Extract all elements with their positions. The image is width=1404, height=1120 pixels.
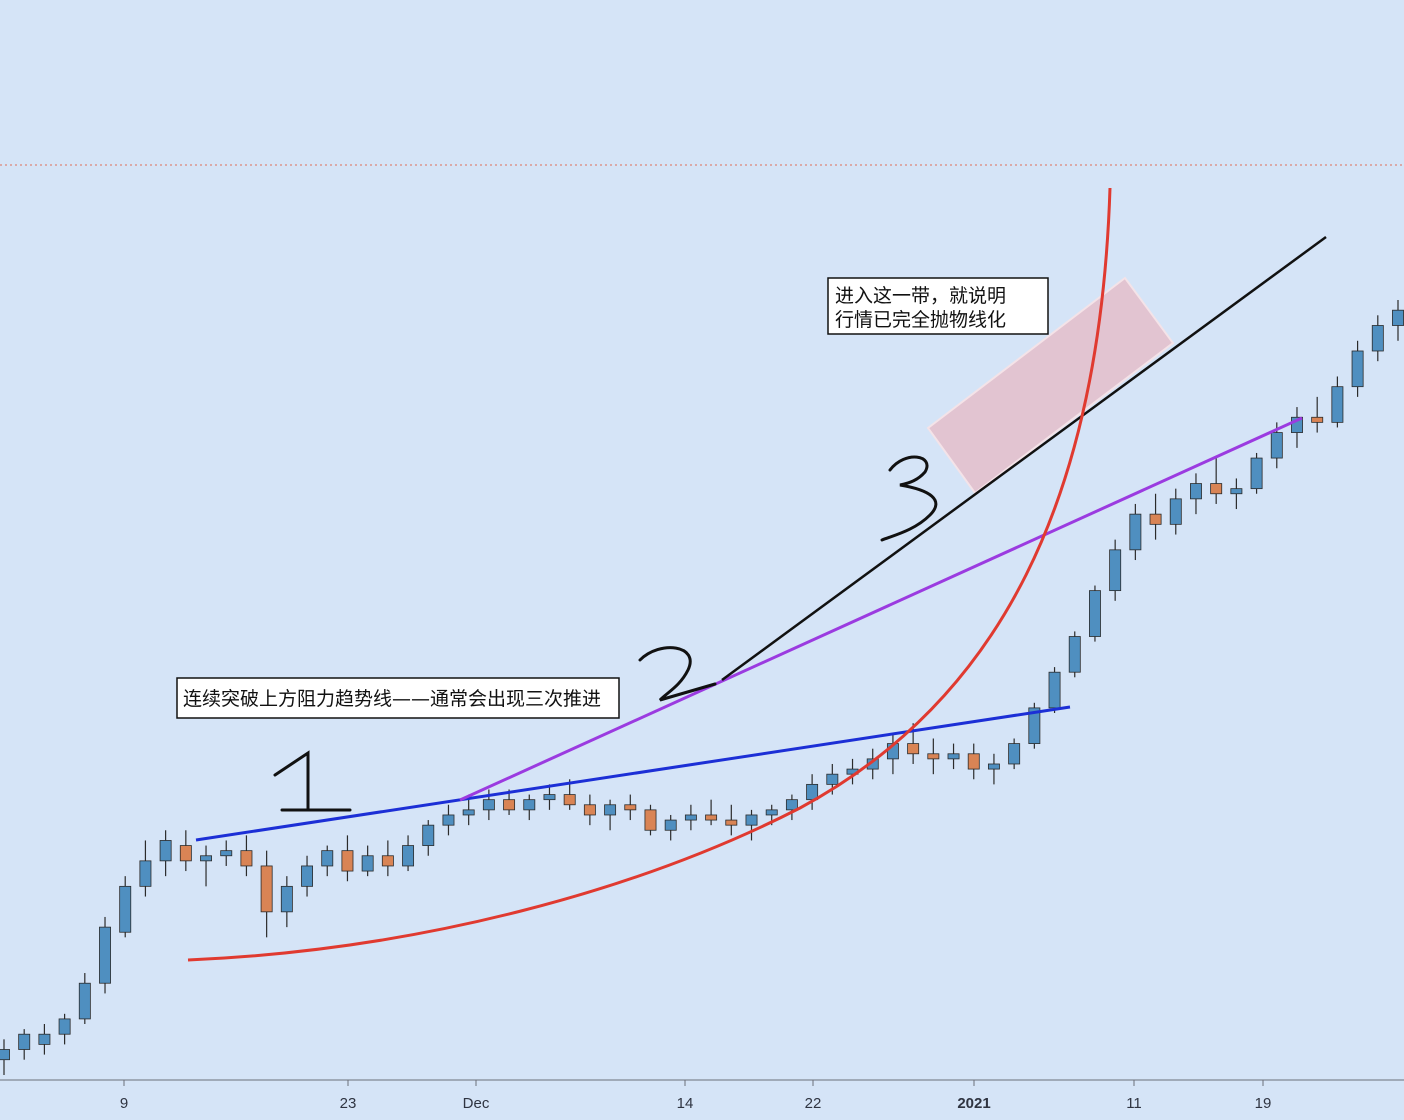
annotation-bottom-text: 连续突破上方阻力趋势线——通常会出现三次推进: [183, 688, 601, 710]
candle-up: [684, 814, 697, 821]
candle-up: [1028, 707, 1041, 744]
x-axis-ticks: [123, 1080, 1264, 1086]
handwritten-number-3: [880, 455, 938, 542]
candle-up: [1190, 483, 1202, 500]
handwritten-number-2: [638, 646, 717, 702]
candle-up: [785, 799, 798, 811]
x-tick-label: Dec: [463, 1095, 490, 1112]
x-tick-label: 11: [1126, 1095, 1142, 1112]
candle-up: [664, 819, 677, 831]
candle-down: [1210, 483, 1223, 495]
blue-trendline: [195, 705, 1071, 842]
candle-up: [1230, 488, 1243, 495]
x-tick-label: 9: [120, 1095, 128, 1112]
x-tick-label: 19: [1255, 1095, 1272, 1112]
red-parabolic-curve: [187, 187, 1112, 962]
candle-up: [442, 814, 455, 826]
x-tick-label: 23: [340, 1095, 357, 1112]
candle-up: [139, 860, 152, 887]
candle-up: [119, 885, 132, 933]
candle-up: [422, 824, 435, 846]
candle-up: [1291, 416, 1303, 433]
candle-up: [745, 814, 758, 826]
candle-down: [179, 845, 192, 862]
candle-up: [462, 809, 475, 816]
candle-down: [563, 794, 576, 806]
candle-up: [38, 1033, 51, 1045]
candle-up: [1371, 325, 1384, 352]
candle-up: [200, 855, 212, 862]
candle-up: [1008, 743, 1021, 765]
candle-up: [18, 1033, 31, 1050]
candle-up: [482, 799, 495, 811]
candle-up: [361, 855, 374, 872]
candle-down: [907, 743, 920, 755]
candle-up: [159, 840, 172, 862]
candle-up: [987, 763, 1000, 770]
candle-up: [1048, 671, 1061, 709]
candle-up: [1068, 636, 1081, 673]
candle-down: [503, 799, 516, 811]
candle-up: [947, 753, 960, 760]
candle-up: [301, 865, 313, 887]
annotation-top-line2: 行情已完全抛物线化: [835, 309, 1006, 331]
candle-up: [1109, 549, 1122, 592]
candle-up: [99, 926, 111, 984]
candle-up: [1392, 309, 1404, 326]
candle-down: [624, 804, 637, 811]
candle-down: [967, 753, 980, 770]
candle-down: [341, 850, 354, 872]
annotation-box-top: [827, 277, 1049, 335]
candle-down: [644, 809, 657, 831]
candle-down: [1311, 416, 1324, 423]
candlestick-series: [0, 300, 1404, 1075]
candle-up: [523, 799, 536, 811]
candle-down: [1149, 513, 1162, 525]
candle-up: [1250, 457, 1263, 490]
candle-down: [260, 865, 273, 913]
candle-up: [321, 850, 334, 867]
candle-down: [927, 753, 940, 760]
candle-up: [1351, 350, 1364, 388]
candle-up: [58, 1018, 71, 1035]
candle-up: [78, 982, 91, 1020]
candle-down: [725, 819, 738, 826]
candle-up: [826, 773, 839, 785]
annotation-top-line1: 进入这一带，就说明: [835, 285, 1006, 307]
x-tick-label: 22: [805, 1095, 822, 1112]
candle-up: [1331, 386, 1344, 423]
candle-up: [280, 885, 293, 913]
candle-down: [705, 814, 718, 821]
candle-up: [220, 850, 233, 857]
candle-up: [1169, 498, 1182, 525]
purple-trendline: [459, 416, 1303, 802]
candle-down: [240, 850, 253, 867]
candle-up: [543, 794, 556, 801]
candle-up: [0, 1049, 10, 1061]
annotation-box-bottom: [176, 677, 620, 719]
candle-up: [1129, 513, 1142, 551]
candle-up: [1270, 432, 1283, 459]
black-trendline: [721, 235, 1327, 682]
x-tick-label: 2021: [957, 1095, 990, 1112]
candle-up: [765, 809, 778, 816]
candle-down: [583, 804, 596, 816]
candle-down: [381, 855, 394, 867]
candle-up: [402, 845, 415, 867]
parabolic-highlight-zone: [926, 276, 1175, 495]
handwritten-number-1: [273, 750, 352, 812]
candle-up: [1089, 590, 1101, 637]
x-tick-label: 14: [677, 1095, 694, 1112]
candle-up: [604, 804, 617, 816]
